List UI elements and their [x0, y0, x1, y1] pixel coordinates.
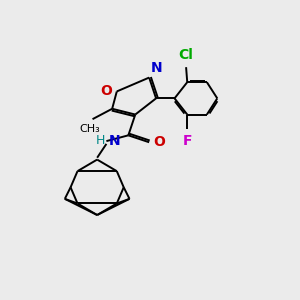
Text: N: N [150, 61, 162, 75]
Text: Cl: Cl [179, 48, 194, 62]
Text: H: H [96, 134, 105, 147]
Text: O: O [153, 135, 165, 149]
Text: O: O [100, 83, 112, 98]
Text: F: F [182, 134, 192, 148]
Text: N: N [109, 134, 120, 148]
Text: CH₃: CH₃ [80, 124, 101, 134]
